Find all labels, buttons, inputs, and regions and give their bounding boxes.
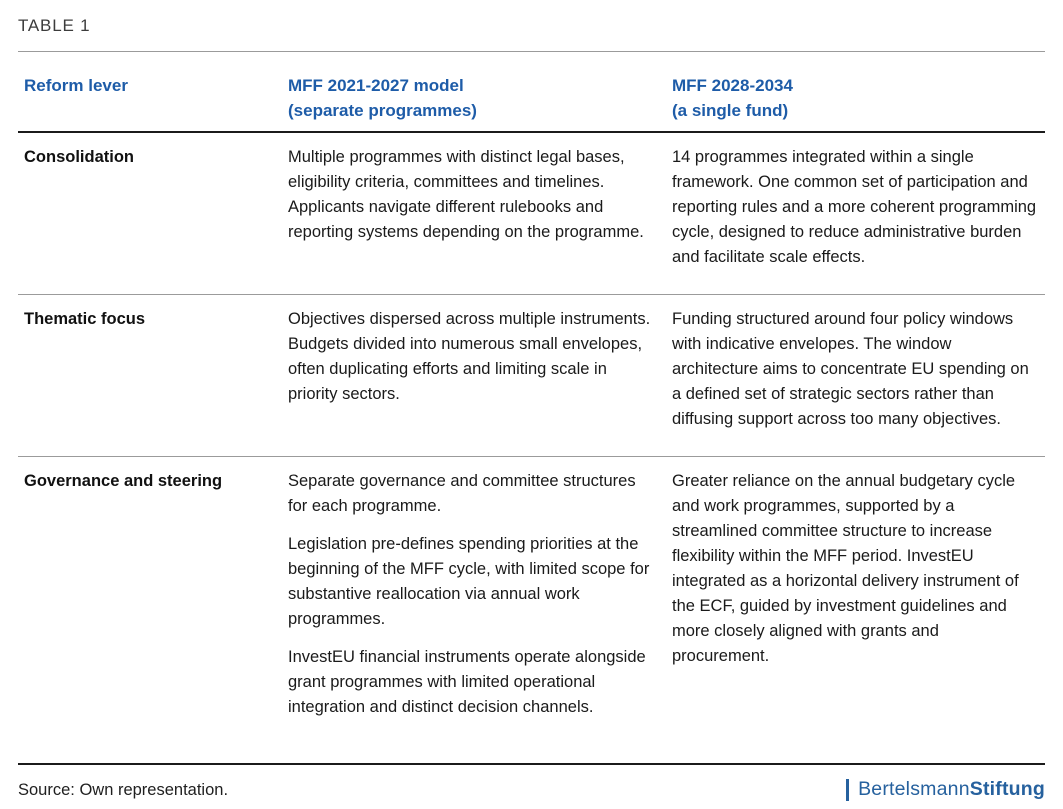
column-header-label: MFF 2021-2027 model: [288, 76, 464, 95]
column-header-mff-2028-2034: MFF 2028-2034 (a single fund): [672, 52, 1045, 133]
logo-wordmark: BertelsmannStiftung: [858, 778, 1045, 801]
cell-paragraph: 14 programmes integrated within a single…: [672, 148, 1037, 266]
column-header-label: MFF 2028-2034: [672, 76, 793, 95]
reform-comparison-table: Reform lever MFF 2021-2027 model (separa…: [18, 51, 1045, 765]
cell-paragraph: Objectives dispersed across multiple ins…: [288, 310, 651, 403]
logo-bar-icon: [846, 778, 850, 801]
cell-paragraph: InvestEU financial instruments operate a…: [288, 648, 646, 716]
cell-paragraph: Greater reliance on the annual budgetary…: [672, 472, 1019, 665]
cell-governance-2021: Separate governance and committee struct…: [288, 457, 672, 764]
logo-text-bold: Stiftung: [969, 778, 1045, 800]
table-row-thematic-focus: Thematic focus Objectives dispersed acro…: [18, 295, 1045, 457]
row-label: Governance and steering: [24, 472, 223, 490]
table-row-governance: Governance and steering Separate governa…: [18, 457, 1045, 764]
column-header-sublabel: (a single fund): [672, 101, 789, 120]
column-header-sublabel: (separate programmes): [288, 101, 477, 120]
column-header-label: Reform lever: [24, 76, 128, 95]
cell-thematic-2021: Objectives dispersed across multiple ins…: [288, 295, 672, 457]
table-row-consolidation: Consolidation Multiple programmes with d…: [18, 132, 1045, 295]
header-row: Reform lever MFF 2021-2027 model (separa…: [18, 51, 1045, 133]
source-note: Source: Own representation.: [18, 780, 229, 799]
cell-paragraph: Legislation pre-defines spending priorit…: [288, 535, 650, 628]
cell-paragraph: Separate governance and committee struct…: [288, 472, 636, 515]
row-label: Consolidation: [24, 148, 134, 166]
column-header-reform-lever: Reform lever: [18, 52, 288, 133]
bertelsmann-stiftung-logo: BertelsmannStiftung: [846, 778, 1045, 801]
cell-paragraph: Multiple programmes with distinct legal …: [288, 148, 644, 241]
row-label: Thematic focus: [24, 310, 146, 328]
table-footer: Source: Own representation. BertelsmannS…: [18, 778, 1045, 802]
column-header-mff-2021-2027: MFF 2021-2027 model (separate programmes…: [288, 52, 672, 133]
cell-paragraph: Funding structured around four policy wi…: [672, 310, 1029, 428]
cell-thematic-2028: Funding structured around four policy wi…: [672, 295, 1045, 457]
cell-consolidation-2028: 14 programmes integrated within a single…: [672, 132, 1045, 295]
logo-text-regular: Bertelsmann: [858, 778, 970, 800]
cell-governance-2028: Greater reliance on the annual budgetary…: [672, 457, 1045, 764]
cell-consolidation-2021: Multiple programmes with distinct legal …: [288, 132, 672, 295]
table-number-label: TABLE 1: [18, 16, 91, 35]
